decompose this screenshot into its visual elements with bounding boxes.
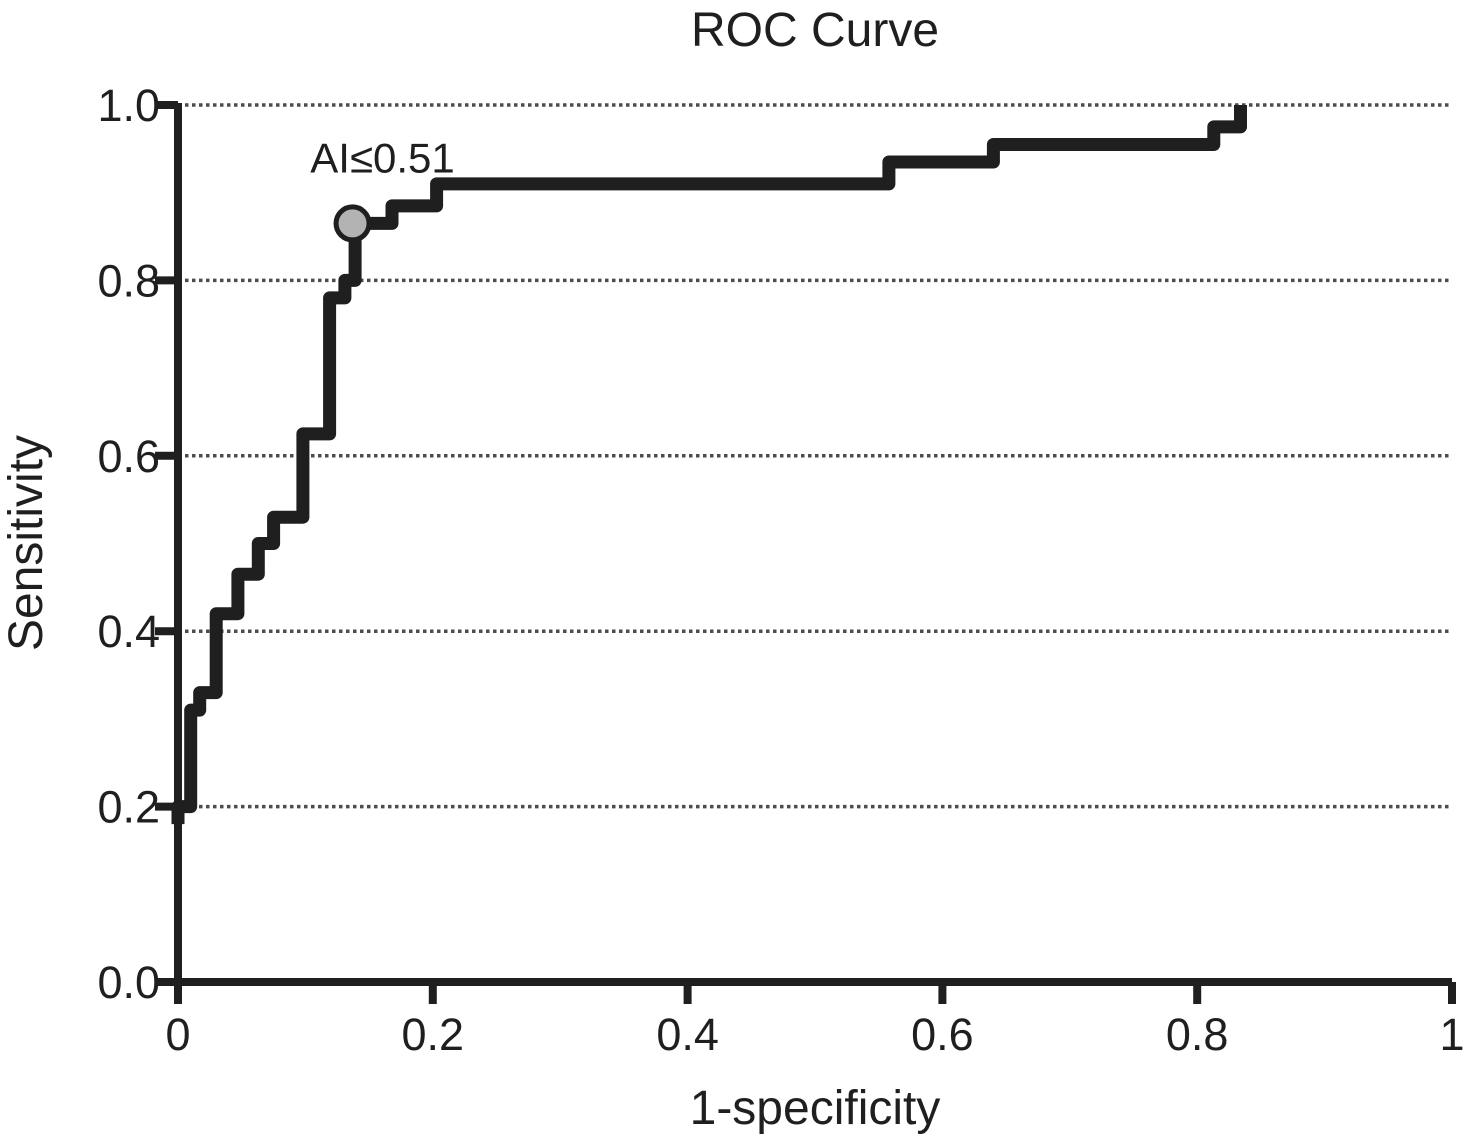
x-tick-label-0.8: 0.8 [1166, 1009, 1229, 1060]
axes [155, 101, 1456, 1004]
chart-title: ROC Curve [691, 4, 939, 57]
x-tick-label-0.4: 0.4 [656, 1009, 719, 1060]
y-axis-label: Sensitivity [0, 435, 53, 651]
x-axis-label: 1-specificity [690, 1082, 941, 1135]
roc-curve-line [171, 105, 1247, 825]
gridlines [178, 103, 1452, 809]
y-tick-label-0.8: 0.8 [97, 255, 160, 306]
x-tick-label-0.6: 0.6 [911, 1009, 974, 1060]
cutoff-marker [333, 204, 372, 243]
y-tick-label-0.6: 0.6 [97, 431, 160, 482]
x-tick-label-0.2: 0.2 [402, 1009, 465, 1060]
y-tick-label-1.0: 1.0 [97, 80, 160, 131]
x-tick-label-1: 1 [1439, 1009, 1464, 1060]
y-tick-label-0.0: 0.0 [97, 957, 160, 1008]
y-tick-labels: 0.0 0.2 0.4 0.6 0.8 1.0 [97, 80, 160, 1008]
y-tick-label-0.2: 0.2 [97, 782, 160, 833]
x-tick-labels: 0 0.2 0.4 0.6 0.8 1 [165, 1009, 1464, 1060]
y-tick-label-0.4: 0.4 [97, 606, 160, 657]
cutoff-annotation-label: AI≤0.51 [310, 134, 454, 181]
x-tick-label-0: 0 [165, 1009, 190, 1060]
